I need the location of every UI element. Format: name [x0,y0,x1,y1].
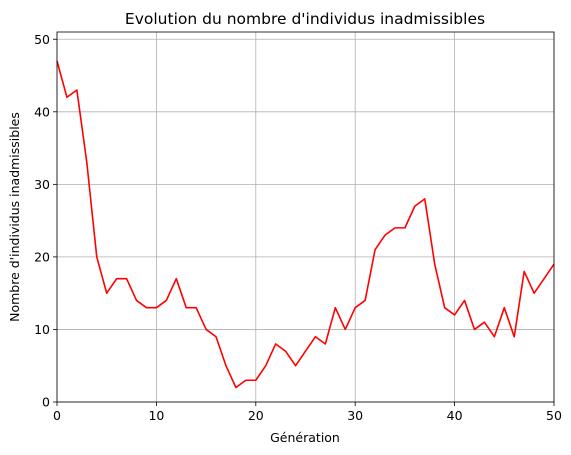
x-axis-label: Génération [270,430,340,445]
y-tick-label: 40 [34,104,50,119]
y-tick-label: 10 [34,322,50,337]
y-tick-label: 30 [34,177,50,192]
y-axis-ticks: 0 10 20 30 40 50 [34,32,57,410]
x-tick-label: 0 [53,408,61,423]
x-tick-label: 50 [546,408,562,423]
chart-title: Evolution du nombre d'individus inadmiss… [125,10,485,28]
series-line [56,60,555,389]
y-axis-label: Nombre d'individus inadmissibles [7,112,22,322]
y-tick-label: 50 [34,32,50,47]
x-tick-label: 20 [248,408,264,423]
y-tick-label: 20 [34,249,50,264]
x-tick-label: 40 [447,408,463,423]
x-tick-label: 30 [347,408,363,423]
x-axis-ticks: 0 10 20 30 40 50 [53,402,562,423]
plot-frame [56,31,555,403]
x-tick-label: 10 [148,408,164,423]
y-tick-label: 0 [42,395,50,410]
series-group [56,60,555,389]
